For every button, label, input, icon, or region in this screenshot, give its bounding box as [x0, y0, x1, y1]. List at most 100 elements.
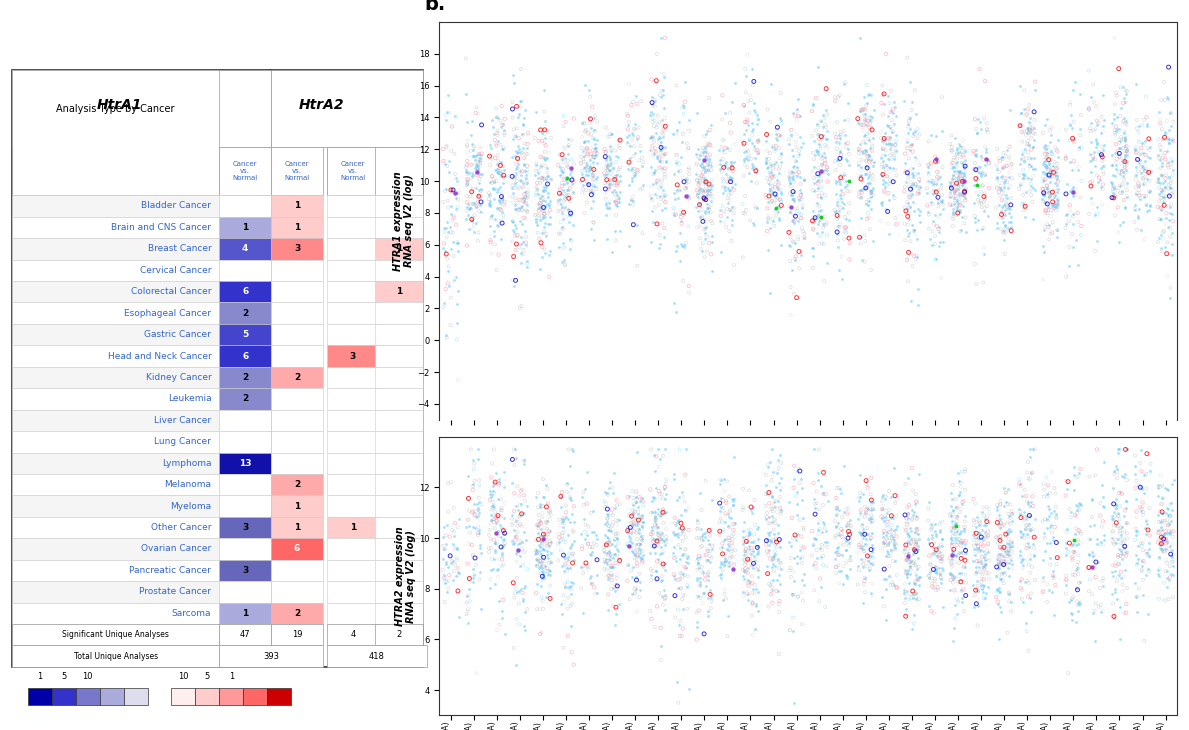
Point: [950, 537, 969, 548]
Point: [526, 546, 545, 558]
Point: [1069, 216, 1088, 228]
Point: [883, 176, 902, 188]
Point: [816, 154, 835, 166]
Point: [643, 131, 662, 143]
Point: [505, 588, 524, 599]
Point: [932, 177, 951, 189]
Point: [511, 499, 530, 510]
Point: [600, 572, 619, 583]
Point: [908, 529, 927, 540]
Point: [1160, 207, 1179, 219]
Point: [908, 553, 927, 564]
Point: [554, 156, 573, 168]
Point: [887, 569, 906, 581]
Point: [1131, 502, 1150, 513]
Point: [655, 564, 674, 576]
Point: [1025, 550, 1044, 562]
Point: [882, 533, 901, 545]
Point: [652, 640, 671, 652]
Point: [464, 198, 483, 210]
Point: [533, 595, 552, 607]
Point: [627, 583, 646, 595]
Point: [471, 604, 490, 615]
Point: [1133, 178, 1152, 190]
Point: [734, 128, 753, 140]
Point: [898, 169, 917, 180]
Point: [625, 588, 644, 599]
Point: [641, 161, 660, 173]
Point: [743, 559, 762, 571]
Point: [438, 142, 457, 153]
Point: [793, 201, 812, 213]
Point: [646, 177, 665, 188]
Point: [531, 124, 551, 136]
Point: [949, 198, 968, 210]
Point: [881, 122, 900, 134]
Point: [611, 134, 630, 146]
Point: [988, 513, 1007, 525]
Point: [968, 600, 987, 612]
Point: [804, 242, 823, 254]
Point: [826, 561, 845, 573]
Point: [784, 107, 803, 119]
Point: [895, 584, 914, 596]
Point: [531, 523, 551, 534]
Point: [1023, 561, 1042, 573]
Point: [999, 508, 1018, 520]
Point: [470, 148, 489, 160]
Point: [1156, 527, 1175, 539]
Point: [1112, 538, 1131, 550]
Point: [574, 153, 593, 165]
Point: [766, 514, 785, 526]
Point: [702, 157, 721, 169]
Point: [1159, 172, 1178, 183]
Point: [623, 129, 642, 141]
Point: [598, 516, 617, 528]
Point: [643, 149, 662, 161]
Point: [629, 501, 648, 512]
Point: [512, 192, 531, 204]
Point: [696, 527, 715, 539]
Point: [511, 148, 530, 160]
Point: [747, 556, 766, 568]
Point: [1150, 553, 1169, 564]
Point: [1126, 461, 1145, 472]
Point: [554, 515, 573, 527]
Point: [1158, 201, 1177, 212]
Point: [737, 537, 756, 548]
Point: [875, 574, 894, 585]
Point: [622, 99, 641, 111]
Point: [851, 487, 870, 499]
Point: [510, 95, 529, 107]
Point: [1018, 139, 1037, 150]
Point: [875, 181, 894, 193]
Point: [633, 160, 652, 172]
Point: [554, 177, 573, 189]
FancyBboxPatch shape: [219, 217, 271, 238]
Point: [873, 496, 892, 507]
Point: [698, 534, 717, 546]
Point: [1013, 197, 1032, 209]
Point: [647, 48, 666, 60]
Point: [439, 506, 458, 518]
Point: [992, 517, 1011, 529]
Point: [1040, 164, 1059, 176]
Point: [964, 145, 983, 157]
Point: [954, 561, 973, 573]
Point: [1000, 586, 1019, 598]
Point: [535, 572, 554, 583]
FancyBboxPatch shape: [12, 602, 219, 624]
Point: [748, 136, 767, 147]
Point: [1156, 218, 1175, 230]
Point: [838, 572, 857, 584]
Point: [854, 543, 873, 555]
Point: [559, 513, 578, 525]
Point: [809, 145, 828, 156]
Point: [1033, 575, 1052, 587]
Point: [923, 186, 942, 198]
Point: [1017, 153, 1036, 164]
Point: [655, 112, 674, 124]
Point: [642, 106, 661, 118]
Point: [458, 146, 477, 158]
Point: [671, 215, 690, 227]
